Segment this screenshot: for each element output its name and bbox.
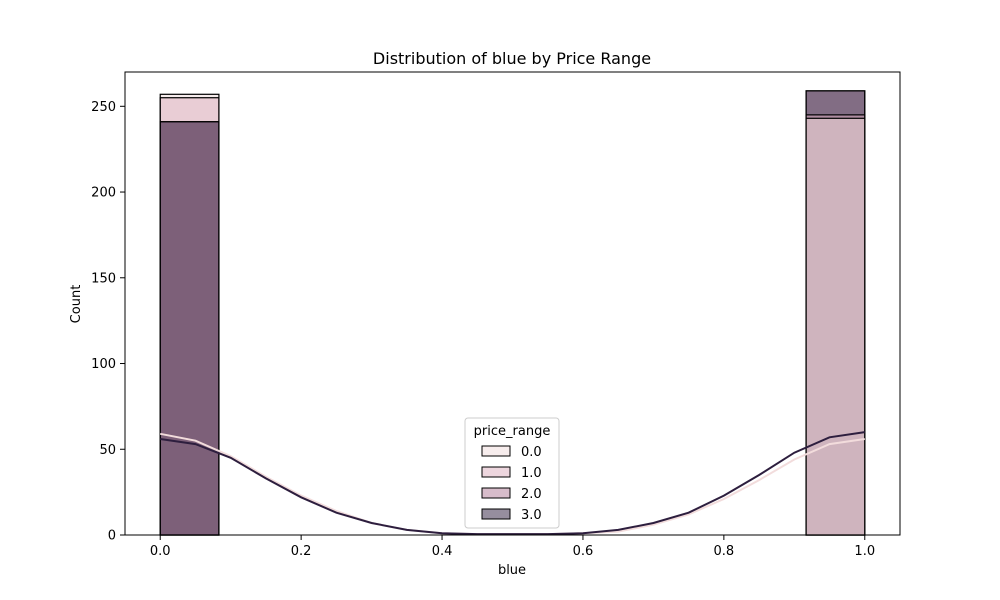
legend-swatch-1.0: [481, 466, 511, 478]
bar-price-0.0-bin-1: [805, 117, 866, 536]
y-tick-label: 150: [91, 271, 116, 286]
x-tick-label: 0.2: [291, 544, 312, 559]
kde-layer: [160, 431, 865, 536]
x-axis: 0.0 0.2 0.4 0.6 0.8 1.0: [150, 535, 875, 559]
legend-label-0.0: 0.0: [521, 445, 542, 460]
x-tick-label: 1.0: [854, 544, 875, 559]
legend-title: price_range: [474, 424, 551, 439]
y-tick-label: 250: [91, 100, 116, 115]
x-axis-label: blue: [498, 563, 526, 578]
y-axis: 0 50 100 150 200 250: [91, 100, 125, 544]
bars-layer: [159, 90, 866, 536]
y-tick-label: 100: [91, 357, 116, 372]
legend-label-2.0: 2.0: [521, 487, 542, 502]
legend-label-3.0: 3.0: [521, 508, 542, 523]
bar-price-3.0-bin-0: [159, 121, 220, 536]
kde-line-3.0: [160, 431, 865, 536]
legend: price_range 0.0 1.0 2.0 3.0: [464, 417, 560, 529]
x-tick-label: 0.4: [432, 544, 453, 559]
x-tick-label: 0.6: [573, 544, 594, 559]
plot-frame: [124, 71, 901, 536]
y-tick-label: 50: [99, 443, 116, 458]
legend-label-1.0: 1.0: [521, 466, 542, 481]
y-tick-label: 0: [108, 529, 116, 544]
legend-swatch-3.0: [481, 508, 511, 520]
x-tick-label: 0.0: [150, 544, 171, 559]
y-axis-label: Count: [69, 285, 84, 324]
x-tick-label: 0.8: [714, 544, 735, 559]
legend-swatch-0.0: [481, 445, 511, 457]
legend-swatch-2.0: [481, 487, 511, 499]
chart-title: Distribution of blue by Price Range: [373, 49, 651, 68]
y-tick-label: 200: [91, 186, 116, 201]
